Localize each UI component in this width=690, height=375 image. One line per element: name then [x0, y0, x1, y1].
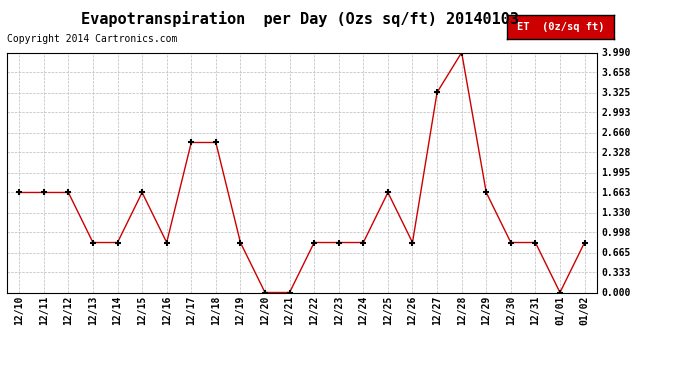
Text: ET  (0z/sq ft): ET (0z/sq ft): [517, 22, 604, 32]
Text: Evapotranspiration  per Day (Ozs sq/ft) 20140103: Evapotranspiration per Day (Ozs sq/ft) 2…: [81, 11, 519, 27]
Text: Copyright 2014 Cartronics.com: Copyright 2014 Cartronics.com: [7, 34, 177, 44]
